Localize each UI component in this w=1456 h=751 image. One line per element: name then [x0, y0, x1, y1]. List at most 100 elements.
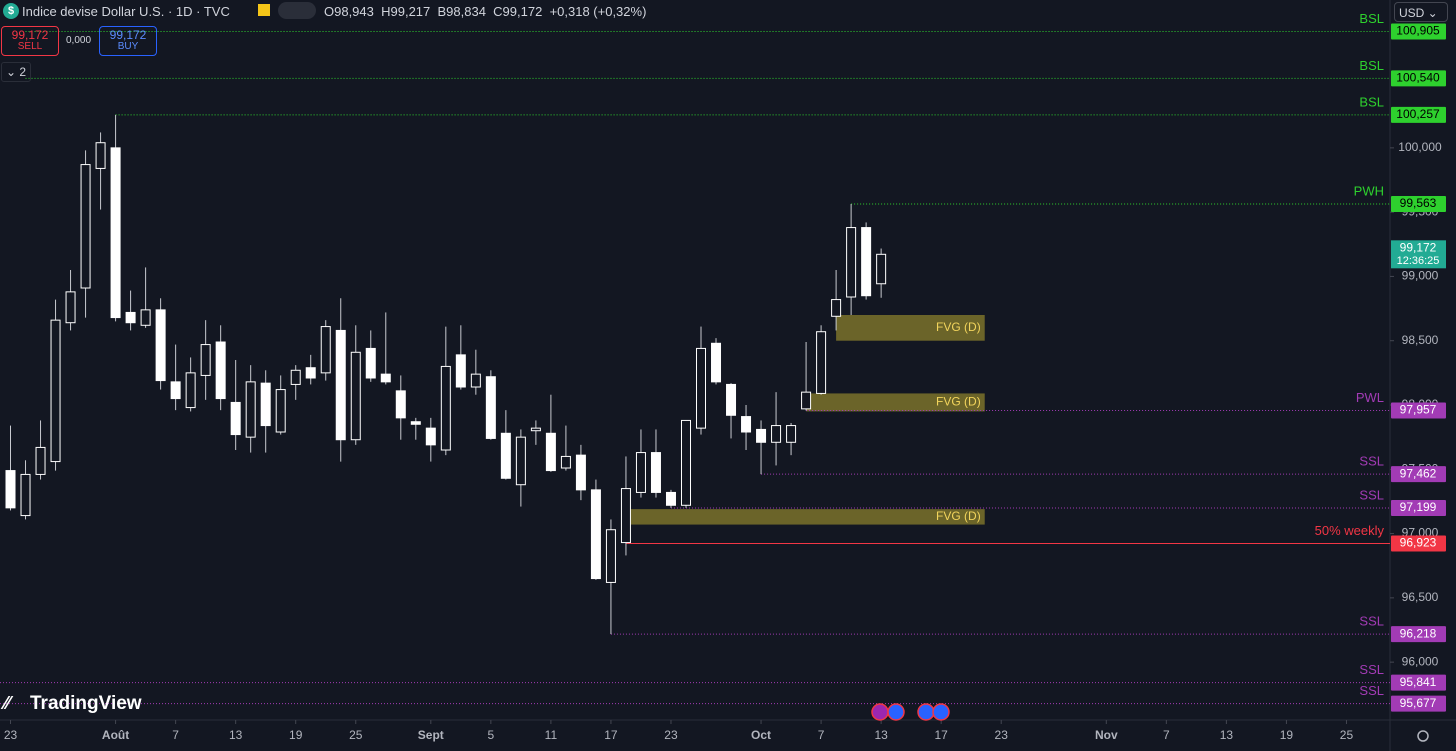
candle-body [170, 381, 181, 400]
event-icon [871, 703, 889, 721]
symbol-logo: $ [3, 3, 19, 19]
candle-body [395, 390, 406, 419]
candle-body [275, 389, 286, 433]
y-tick-label: 96,000 [1402, 654, 1439, 668]
candle-body [35, 446, 46, 475]
x-tick-label: 17 [934, 728, 948, 742]
level-label: PWH [1354, 183, 1384, 198]
ohlc-open: O98,943 [324, 4, 374, 19]
candle-body [485, 376, 496, 439]
level-label: 50% weekly [1315, 523, 1385, 538]
currency-select[interactable]: USD ⌄ [1394, 2, 1448, 22]
x-tick-label: 23 [4, 728, 18, 742]
fvg-zone [836, 315, 985, 341]
candle-body [696, 347, 707, 429]
level-badge [1391, 535, 1446, 552]
x-tick-label: 13 [1220, 728, 1234, 742]
level-price: 99,563 [1400, 196, 1437, 210]
candle-body [590, 489, 601, 580]
status-pill [278, 2, 316, 19]
candle-body [65, 291, 76, 324]
level-price: 100,257 [1396, 107, 1440, 121]
flag-icon[interactable] [258, 4, 270, 16]
level-badge [1391, 466, 1446, 483]
x-tick-label: 7 [1163, 728, 1170, 742]
candle-body [440, 365, 451, 451]
y-tick-label: 96,500 [1402, 590, 1439, 604]
candle-body [771, 425, 782, 443]
level-badge [1391, 626, 1446, 643]
candle-body [260, 382, 271, 427]
level-price: 96,923 [1400, 536, 1437, 550]
candle-body [95, 142, 106, 169]
candle-body [560, 455, 571, 469]
candle-body [515, 436, 526, 486]
candle-body [620, 488, 631, 544]
level-badge [1391, 196, 1446, 213]
fvg-zone [806, 393, 985, 412]
symbol-title[interactable]: Indice devise Dollar U.S. · 1D · TVC [22, 4, 230, 19]
candle-body [500, 432, 511, 479]
x-tick-label: 7 [818, 728, 825, 742]
level-badge [1391, 70, 1446, 87]
candle-body [380, 373, 391, 383]
candle-body [665, 491, 676, 506]
candle-body [5, 470, 16, 509]
candle-body [200, 344, 211, 376]
settings-icon [1417, 730, 1429, 742]
buy-button[interactable]: 99,172 BUY [99, 26, 157, 56]
level-label: SSL [1359, 614, 1384, 629]
x-tick-label: 11 [545, 728, 558, 742]
level-price: 97,462 [1400, 466, 1437, 480]
fvg-label: FVG (D) [936, 320, 981, 334]
candle-body [470, 373, 481, 388]
candle-body [831, 299, 842, 317]
x-tick-label: Août [102, 728, 129, 742]
candle-body [50, 319, 61, 463]
candle-body [365, 347, 376, 379]
x-tick-label: 25 [1340, 728, 1354, 742]
candle-body [110, 147, 121, 319]
countdown: 12:36:25 [1397, 255, 1440, 267]
candle-body [140, 309, 151, 326]
x-tick-label: 7 [172, 728, 179, 742]
candle-body [575, 454, 586, 491]
level-label: SSL [1359, 454, 1384, 469]
candle-body [245, 381, 256, 438]
fvg-label: FVG (D) [936, 395, 981, 409]
level-label: BSL [1359, 94, 1384, 109]
level-price: 96,218 [1400, 626, 1437, 640]
sell-button[interactable]: 99,172 SELL [1, 26, 59, 56]
x-tick-label: 19 [1280, 728, 1294, 742]
ohlc-low: B98,834 [437, 4, 486, 19]
level-badge [1391, 499, 1446, 516]
spread: 0,000 [66, 35, 92, 46]
y-tick-label: 98,500 [1402, 333, 1439, 347]
level-price: 95,677 [1400, 696, 1437, 710]
brand-logo: ⁄⁄ [4, 693, 11, 713]
level-badge [1391, 695, 1446, 712]
x-tick-label: 19 [289, 728, 303, 742]
candle-body [155, 309, 166, 382]
event-icon [932, 703, 950, 721]
event-icon [887, 703, 905, 721]
candle-body [80, 164, 91, 289]
buy-label: BUY [117, 41, 139, 52]
x-tick-label: 5 [488, 728, 495, 742]
candle-body [425, 427, 436, 446]
indicators-toggle[interactable]: ⌄ 2 [1, 62, 31, 82]
x-tick-label: 23 [664, 728, 678, 742]
sell-label: SELL [17, 41, 43, 52]
sell-price: 99,172 [11, 28, 49, 42]
candle-body [861, 227, 872, 297]
x-tick-label: Oct [751, 728, 771, 742]
candle-body [605, 529, 616, 583]
candle-body [410, 421, 421, 425]
ohlc-high: H99,217 [381, 4, 431, 19]
candle-body [125, 311, 136, 324]
x-tick-label: 13 [229, 728, 243, 742]
candle-body [305, 367, 316, 379]
level-badge [1391, 402, 1446, 419]
level-price: 95,841 [1400, 675, 1437, 689]
level-label: SSL [1359, 662, 1384, 677]
